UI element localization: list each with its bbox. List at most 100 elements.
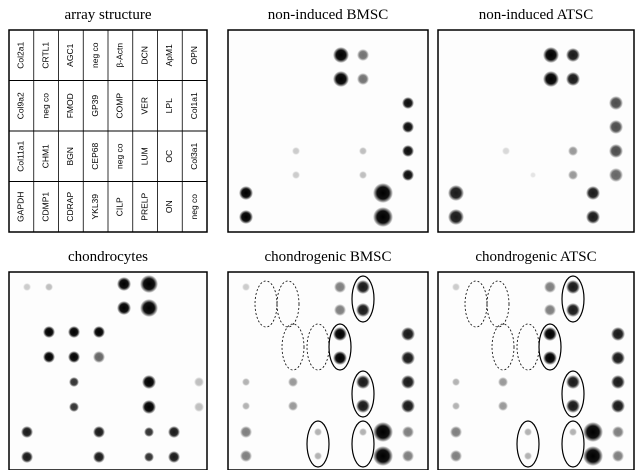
spot <box>68 351 80 363</box>
spot <box>242 378 250 386</box>
spot <box>402 145 414 157</box>
spot <box>543 351 557 365</box>
spot <box>194 377 204 387</box>
spot <box>566 399 580 413</box>
gene-label: CDRAP <box>65 192 75 222</box>
spot <box>452 283 460 291</box>
spot <box>568 146 578 156</box>
spot <box>357 73 369 85</box>
gene-label: Col9a2 <box>16 92 26 119</box>
gene-label: Col11a1 <box>16 140 26 171</box>
gene-label: OPN <box>189 46 199 64</box>
gene-label: β-Actn <box>115 43 125 68</box>
spot <box>566 375 580 389</box>
spot <box>242 402 250 410</box>
spot <box>69 402 79 412</box>
gene-label: GP39 <box>90 95 100 117</box>
spot <box>240 450 252 462</box>
spot <box>357 49 369 61</box>
spot <box>586 186 600 200</box>
spot <box>334 281 346 293</box>
figure: array structure Col2a1 CRTL1 AGC1 neg co β-A… <box>0 0 638 470</box>
panel-title: non-induced ATSC <box>479 7 594 23</box>
spot <box>502 147 510 155</box>
spot <box>524 452 532 460</box>
spot <box>402 169 414 181</box>
spot <box>117 277 131 291</box>
spot <box>401 375 415 389</box>
spot <box>168 426 180 438</box>
spot <box>292 147 300 155</box>
gene-label: neg co <box>90 42 100 68</box>
panel-title: chondrocytes <box>68 249 148 265</box>
gene-label: LUM <box>139 147 149 165</box>
spot <box>43 326 55 338</box>
spot <box>452 378 460 386</box>
gene-label: ON <box>164 200 174 213</box>
spot <box>333 47 349 63</box>
blot-background <box>228 272 428 470</box>
spot <box>288 377 298 387</box>
spot <box>314 428 322 436</box>
spot <box>93 326 105 338</box>
blot-background <box>228 30 428 232</box>
spot <box>69 377 79 387</box>
spot <box>452 402 460 410</box>
spot <box>292 171 300 179</box>
spot <box>611 351 625 365</box>
spot <box>93 451 105 463</box>
spot <box>359 171 367 179</box>
spot <box>586 210 600 224</box>
spot <box>93 426 105 438</box>
spot <box>450 426 462 438</box>
spot <box>140 275 158 293</box>
spot <box>21 451 33 463</box>
spot <box>333 351 347 365</box>
blot-panel <box>228 272 428 470</box>
panel-title: chondrogenic ATSC <box>475 249 596 265</box>
gene-label: COMP <box>115 93 125 119</box>
gene-label: neg co <box>115 143 125 169</box>
gene-label: CRTL1 <box>40 42 50 69</box>
blot-panel <box>9 272 207 470</box>
gene-label: Col1a1 <box>189 92 199 119</box>
spot <box>611 399 625 413</box>
spot <box>543 71 559 87</box>
gene-label: LPL <box>164 98 174 113</box>
spot <box>144 427 154 437</box>
array-title: array structure <box>64 7 151 23</box>
spot <box>93 351 105 363</box>
blot-background <box>438 272 634 470</box>
gene-label: FMOD <box>65 93 75 118</box>
spot <box>566 280 580 294</box>
spot <box>239 186 253 200</box>
gene-label: Col3a1 <box>189 143 199 170</box>
spot <box>142 375 156 389</box>
spot <box>544 281 556 293</box>
spot <box>373 207 393 227</box>
spot <box>566 303 580 317</box>
spot <box>612 426 624 438</box>
blot-background <box>9 272 207 470</box>
spot <box>373 422 393 442</box>
spot <box>448 209 464 225</box>
spot <box>333 71 349 87</box>
spot <box>240 426 252 438</box>
spot <box>168 451 180 463</box>
spot <box>543 327 557 341</box>
spot <box>543 47 559 63</box>
blot-panel <box>228 30 428 232</box>
gene-label: OC <box>164 150 174 163</box>
spot <box>498 377 508 387</box>
gene-label: AGC1 <box>65 43 75 66</box>
spot <box>402 450 414 462</box>
spot <box>45 283 53 291</box>
spot <box>609 144 623 158</box>
gene-label: ApM1 <box>164 44 174 66</box>
gene-label: CHM1 <box>40 144 50 168</box>
spot <box>356 399 370 413</box>
panel-title: chondrogenic BMSC <box>264 249 391 265</box>
spot <box>401 351 415 365</box>
spot <box>21 426 33 438</box>
gene-label: Col2a1 <box>16 42 26 69</box>
